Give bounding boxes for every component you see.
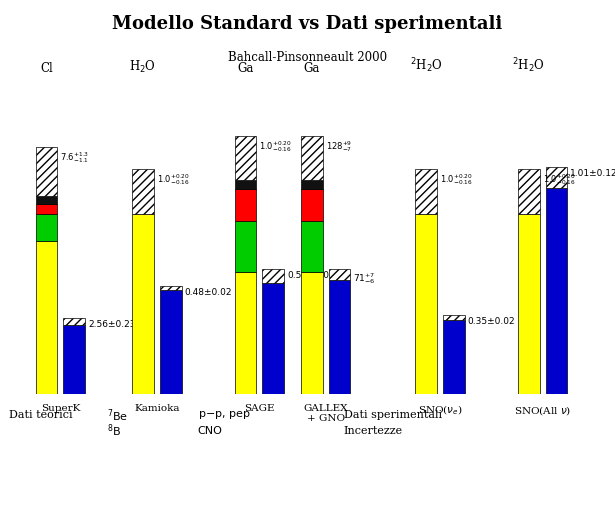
Text: Cl: Cl [40, 62, 53, 75]
Text: Kamioka: Kamioka [134, 403, 180, 412]
Text: 1.0$^{+0.20}_{-0.16}$: 1.0$^{+0.20}_{-0.16}$ [440, 172, 473, 187]
Bar [36, 215, 57, 241]
Text: 1.01±0.12: 1.01±0.12 [570, 169, 615, 178]
Bar [328, 280, 351, 394]
Bar [328, 270, 351, 280]
Text: Dati sperimentali: Dati sperimentali [344, 410, 442, 420]
Bar [263, 270, 284, 283]
Bar [181, 409, 193, 421]
Text: $^2$H$_2$O: $^2$H$_2$O [512, 56, 545, 75]
Text: Modello Standard vs Dati sperimentali: Modello Standard vs Dati sperimentali [113, 15, 502, 33]
Bar [415, 215, 437, 394]
Bar [301, 190, 323, 221]
Text: 71$^{+7}_{-6}$: 71$^{+7}_{-6}$ [353, 271, 376, 285]
Text: 0.35±0.02: 0.35±0.02 [468, 317, 515, 326]
Text: $^7$Be: $^7$Be [108, 407, 129, 423]
Text: SuperK: SuperK [41, 403, 80, 412]
Text: GALLEX
+ GNO: GALLEX + GNO [303, 403, 348, 422]
Text: Incertezze: Incertezze [344, 425, 403, 435]
Text: CNO: CNO [198, 425, 223, 435]
Text: $^2$H$_2$O: $^2$H$_2$O [410, 56, 443, 75]
Bar [36, 241, 57, 394]
Bar [301, 221, 323, 273]
Text: 1.0$^{+0.20}_{-0.16}$: 1.0$^{+0.20}_{-0.16}$ [157, 172, 190, 187]
Bar [301, 181, 323, 190]
Text: 7.6$^{+1.3}_{-1.1}$: 7.6$^{+1.3}_{-1.1}$ [60, 149, 90, 165]
Text: 128$^{+9}_{-7}$: 128$^{+9}_{-7}$ [325, 138, 352, 154]
Bar [36, 147, 57, 197]
Text: p$-$p, pep: p$-$p, pep [198, 409, 251, 421]
Bar [518, 170, 539, 215]
Text: Ga: Ga [304, 62, 320, 75]
Text: 2.56±0.23: 2.56±0.23 [88, 320, 136, 328]
Bar [415, 170, 437, 215]
Bar [234, 190, 256, 221]
Text: Dati teorici: Dati teorici [9, 410, 72, 420]
Bar [63, 325, 85, 394]
Bar [301, 136, 323, 181]
Text: H$_2$O: H$_2$O [130, 59, 156, 75]
Bar [160, 291, 181, 394]
Bar [263, 283, 284, 394]
Bar [90, 424, 103, 436]
Bar [132, 170, 154, 215]
Bar [443, 316, 465, 320]
Bar [510, 424, 522, 436]
Bar [546, 168, 567, 189]
Text: 0.48±0.02: 0.48±0.02 [184, 287, 232, 296]
Bar [36, 197, 57, 205]
Text: 1.0$^{+0.20}_{-0.16}$: 1.0$^{+0.20}_{-0.16}$ [260, 138, 292, 154]
Text: Ga: Ga [237, 62, 253, 75]
Text: 1.0$^{+0.20}_{-0.16}$: 1.0$^{+0.20}_{-0.16}$ [542, 172, 576, 187]
Bar [132, 215, 154, 394]
Bar [63, 318, 85, 325]
Text: $^8$B: $^8$B [108, 422, 122, 438]
Bar [510, 409, 522, 421]
Bar [36, 205, 57, 215]
Bar [234, 181, 256, 190]
Bar [234, 273, 256, 394]
Text: SNO($\nu_e$): SNO($\nu_e$) [418, 403, 462, 417]
Bar [90, 409, 103, 421]
Bar [546, 189, 567, 394]
Bar [160, 286, 181, 291]
Bar [181, 424, 193, 436]
Bar [234, 221, 256, 273]
Text: 0.55±0.08: 0.55±0.08 [287, 271, 335, 280]
Text: Bahcall-Pinsonneault 2000: Bahcall-Pinsonneault 2000 [228, 50, 387, 64]
Bar [234, 136, 256, 181]
Text: SNO(All $\nu$): SNO(All $\nu$) [514, 403, 571, 416]
Bar [443, 320, 465, 394]
Text: SAGE: SAGE [244, 403, 274, 412]
Bar [518, 215, 539, 394]
Bar [301, 273, 323, 394]
